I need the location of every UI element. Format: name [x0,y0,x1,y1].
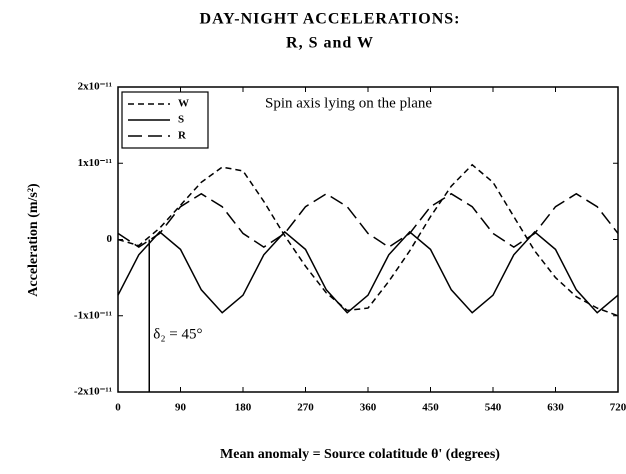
x-tick-label: 450 [422,402,439,414]
x-tick-label: 270 [297,402,314,414]
series-line [117,192,619,248]
x-axis-label: Mean anomaly = Source colatitude θ' (deg… [220,447,500,462]
chart-title: DAY-NIGHT ACCELERATIONS: [200,11,461,28]
x-tick-label: 720 [610,402,626,414]
chart-subtitle: R, S and W [286,35,374,52]
legend-label: S [178,114,184,126]
x-tick-label: 0 [115,402,121,414]
y-tick-label: 1x10⁻¹¹ [78,157,112,169]
series-line [117,163,619,317]
y-tick-label: 2x10⁻¹¹ [78,81,112,93]
x-tick-label: 90 [175,402,187,414]
legend-label: R [178,130,187,142]
y-tick-label: 0 [107,233,113,245]
series-line [117,230,619,314]
y-tick-label: -2x10⁻¹¹ [74,386,112,398]
x-tick-label: 180 [235,402,252,414]
annotation: δ₂ = 45° [153,326,202,342]
x-tick-label: 630 [547,402,564,414]
x-tick-label: 540 [485,402,502,414]
annotation: Spin axis lying on the plane [265,95,432,111]
y-tick-label: -1x10⁻¹¹ [74,309,112,321]
x-tick-label: 360 [360,402,377,414]
y-axis-label: Acceleration (m/s²) [26,183,41,297]
legend-label: W [178,98,189,110]
